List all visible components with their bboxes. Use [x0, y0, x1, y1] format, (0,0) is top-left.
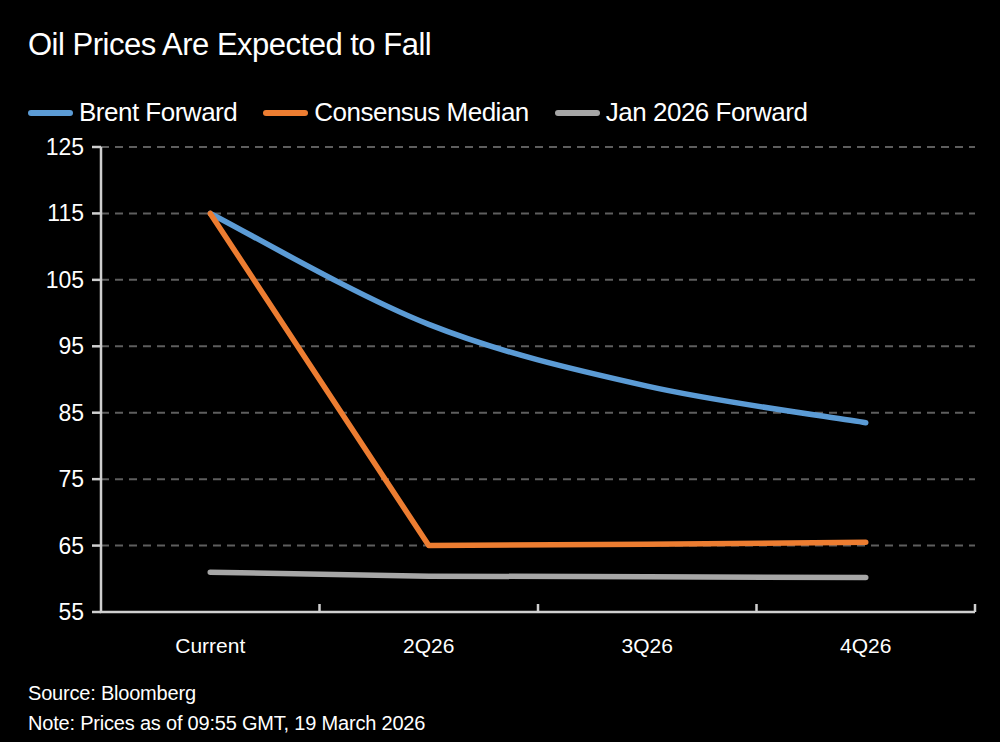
svg-text:115: 115 — [47, 200, 84, 226]
chart-page: Oil Prices Are Expected to Fall Brent Fo… — [0, 0, 1000, 742]
svg-text:2Q26: 2Q26 — [403, 634, 454, 657]
svg-text:65: 65 — [58, 533, 84, 559]
line-chart-canvas: 55 65 75 85 95 105 115 125 Current 2Q26 3Q26 4Q26 — [0, 0, 1000, 742]
svg-text:4Q26: 4Q26 — [840, 634, 891, 657]
svg-text:55: 55 — [58, 599, 84, 625]
svg-text:95: 95 — [58, 333, 84, 359]
svg-text:3Q26: 3Q26 — [622, 634, 673, 657]
source-note: Source: Bloomberg — [28, 682, 196, 705]
svg-text:75: 75 — [58, 466, 84, 492]
svg-text:105: 105 — [46, 267, 84, 293]
svg-text:85: 85 — [58, 400, 84, 426]
svg-text:Current: Current — [175, 634, 245, 657]
svg-text:125: 125 — [46, 134, 84, 160]
footnote: Note: Prices as of 09:55 GMT, 19 March 2… — [28, 712, 425, 735]
